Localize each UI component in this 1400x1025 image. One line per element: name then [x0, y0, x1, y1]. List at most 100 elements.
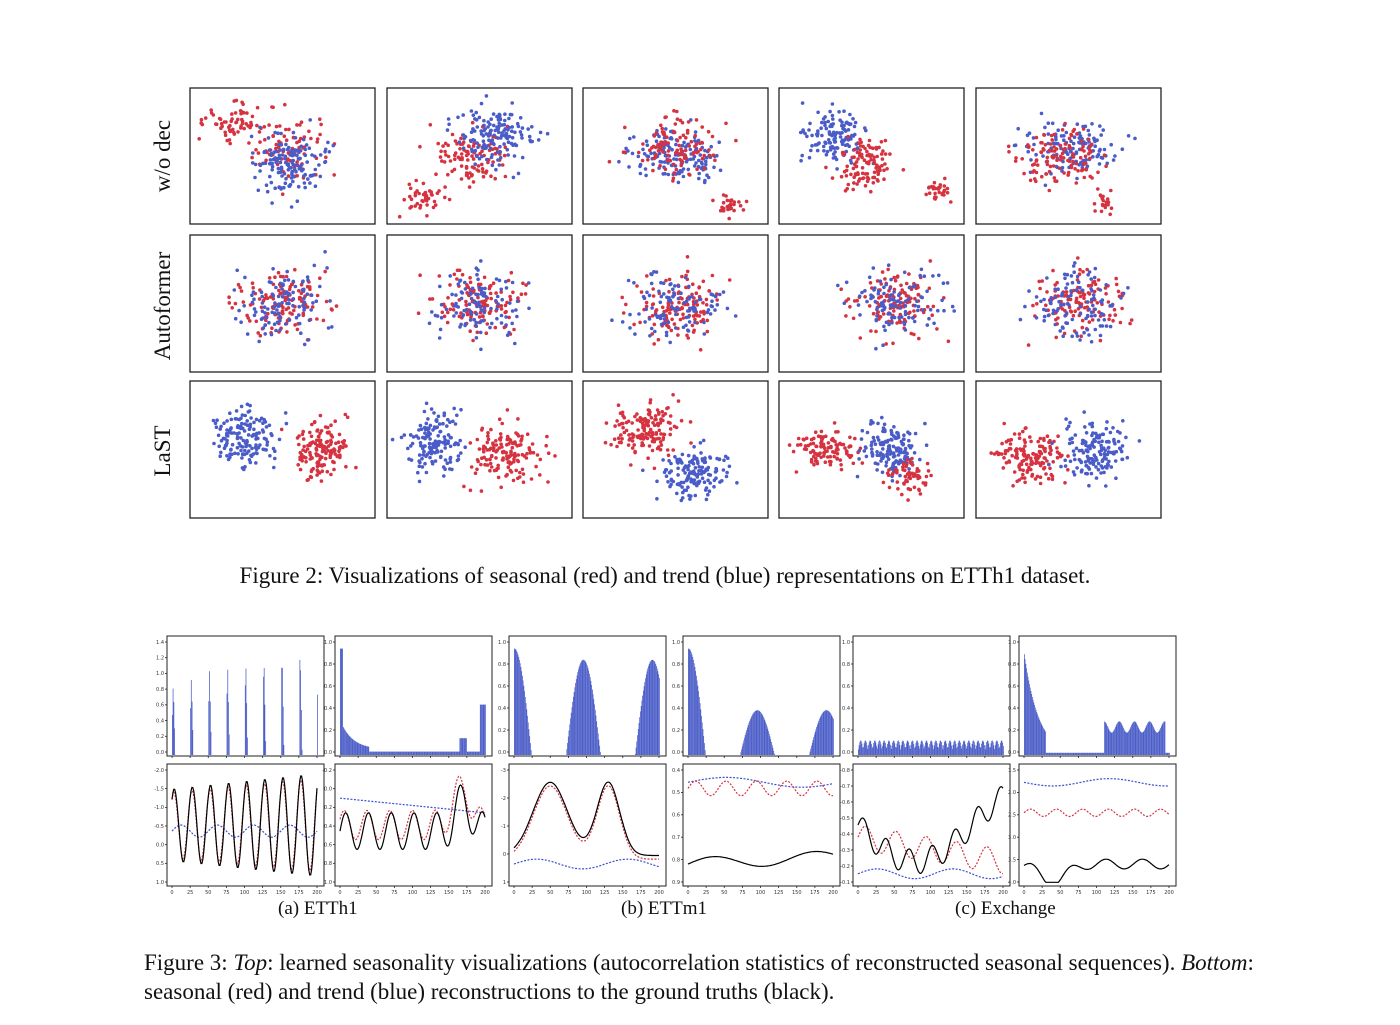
trend-point: [860, 428, 865, 433]
seasonal-point: [917, 487, 921, 492]
seasonal-point: [679, 163, 683, 168]
trend-point: [882, 324, 886, 329]
trend-point: [411, 435, 416, 439]
trend-point: [448, 274, 453, 278]
seasonal-point: [507, 442, 511, 446]
seasonal-point: [687, 144, 691, 148]
trend-point: [1093, 144, 1097, 148]
trend-point: [461, 146, 466, 150]
seasonal-point: [1040, 279, 1044, 283]
trend-point: [289, 176, 294, 180]
y-tick-label: 0.2: [156, 734, 164, 740]
seasonal-point: [846, 134, 850, 139]
seasonal-point: [845, 187, 849, 191]
seasonal-point: [334, 304, 339, 308]
trend-point: [399, 435, 404, 440]
seasonal-point: [317, 438, 322, 443]
trend-point: [1050, 121, 1055, 126]
trend-point: [283, 278, 287, 283]
seasonal-point: [848, 305, 852, 309]
trend-point: [417, 464, 422, 469]
trend-point: [416, 470, 420, 475]
seasonal-point: [1068, 309, 1073, 313]
trend-point: [439, 449, 444, 454]
seasonal-point: [1061, 147, 1066, 152]
autocorrelation-bar: [652, 659, 654, 755]
seasonal-point: [516, 417, 520, 421]
x-tick-label: 150: [444, 890, 454, 896]
trend-point: [1070, 317, 1075, 322]
trend-point: [864, 454, 869, 459]
trend-point: [683, 471, 687, 475]
trend-point: [887, 322, 891, 327]
seasonal-point: [337, 445, 342, 450]
autocorrelation-bar: [343, 728, 345, 755]
seasonal-point: [1036, 439, 1040, 444]
seasonal-point: [1109, 188, 1113, 193]
seasonal-point: [1025, 470, 1030, 474]
trend-point: [1041, 154, 1045, 158]
trend-point: [492, 133, 497, 138]
seasonal-point: [659, 123, 663, 128]
trend-point: [838, 135, 843, 139]
seasonal-point: [468, 280, 473, 285]
trend-point: [847, 144, 851, 148]
trend-point: [705, 173, 709, 177]
y-tick-label: -2.0: [154, 768, 164, 774]
seasonal-point: [278, 124, 282, 128]
seasonal-point: [1002, 456, 1006, 460]
seasonal-point: [254, 319, 259, 324]
trend-point: [307, 318, 312, 323]
seasonal-point: [844, 174, 849, 178]
trend-point: [898, 458, 903, 463]
trend-point: [300, 168, 304, 173]
seasonal-point: [1078, 267, 1082, 272]
autocorrelation-bar: [373, 751, 375, 755]
seasonal-point: [1054, 147, 1059, 151]
trend-point: [1102, 470, 1106, 475]
trend-point: [819, 126, 823, 130]
trend-point: [652, 270, 656, 274]
trend-point: [706, 472, 711, 477]
trend-point: [302, 181, 307, 185]
seasonal-point: [297, 289, 301, 293]
seasonal-point: [295, 436, 300, 440]
trend-point: [476, 277, 480, 282]
trend-point: [691, 469, 696, 474]
trend-point: [303, 147, 308, 152]
seasonal-point: [666, 141, 670, 145]
trend-point: [1063, 458, 1067, 463]
seasonal-point: [1000, 441, 1004, 446]
trend-point: [675, 491, 679, 496]
seasonal-point: [519, 292, 524, 297]
seasonal-point: [871, 181, 876, 185]
seasonal-point: [1014, 156, 1018, 160]
seasonal-point: [464, 153, 469, 158]
seasonal-point: [877, 317, 881, 321]
seasonal-point: [312, 420, 317, 425]
seasonal-point: [903, 474, 908, 479]
seasonal-point: [647, 408, 651, 413]
seasonal-point: [488, 468, 492, 473]
trend-point: [303, 185, 308, 190]
trend-point: [234, 409, 239, 413]
seasonal-point: [642, 428, 647, 433]
seasonal-point: [869, 329, 873, 333]
trend-point: [659, 322, 664, 327]
seasonal-point: [318, 441, 322, 445]
autocorrelation-bar: [378, 751, 380, 755]
trend-point: [858, 313, 862, 317]
trend-point: [516, 124, 521, 129]
seasonal-point: [1060, 128, 1065, 132]
trend-point: [643, 167, 648, 171]
trend-point: [271, 267, 275, 271]
seasonal-point: [676, 333, 680, 337]
trend-point: [642, 152, 647, 156]
trend-point: [883, 328, 887, 333]
seasonal-point: [507, 437, 512, 442]
trend-point: [1072, 270, 1076, 275]
trend-point: [295, 199, 300, 203]
seasonal-point: [301, 448, 305, 452]
seasonal-point: [664, 135, 669, 139]
seasonal-point: [428, 123, 433, 127]
